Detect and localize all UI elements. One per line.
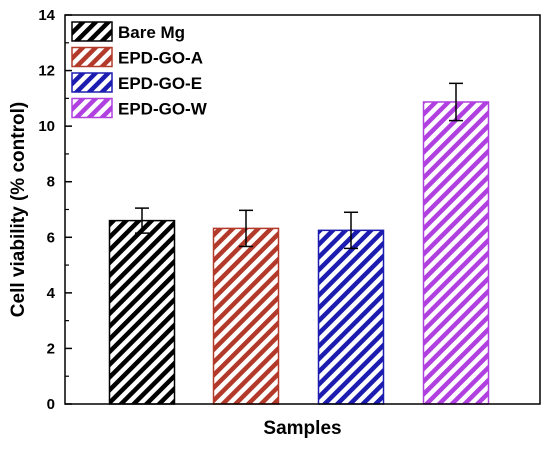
bar-bare-mg: [108, 219, 176, 405]
legend-label: EPD-GO-E: [118, 74, 202, 93]
y-tick-label: 6: [47, 229, 55, 246]
error-bar: [344, 211, 358, 250]
bars-layer: [108, 101, 490, 405]
legend-swatch: [71, 72, 113, 93]
error-bar: [449, 82, 463, 122]
legend-item: EPD-GO-A: [71, 46, 203, 68]
y-tick-label: 8: [47, 174, 55, 191]
y-tick-label: 12: [38, 63, 55, 80]
y-tick-label: 2: [47, 340, 55, 357]
legend-label: Bare Mg: [118, 23, 185, 42]
legend-item: EPD-GO-E: [71, 72, 202, 93]
bar-epd-go-w: [422, 101, 490, 405]
legend-label: EPD-GO-W: [118, 100, 208, 119]
y-tick-label: 14: [38, 7, 55, 24]
error-bar: [135, 207, 149, 234]
y-axis-title: Cell viability (% control): [8, 102, 29, 317]
legend-item: Bare Mg: [71, 21, 185, 42]
y-tick-label: 0: [47, 396, 55, 413]
legend: Bare Mg EPD-GO-A EPD-GO-E EPD-GO-W: [71, 21, 208, 119]
y-axis: 0 2 4 6 8 10 12 14: [38, 7, 72, 413]
bar-epd-go-e: [317, 229, 385, 405]
legend-swatch: [71, 46, 113, 68]
legend-swatch: [71, 97, 113, 119]
bar-epd-go-a: [212, 227, 280, 405]
y-tick-label: 10: [38, 118, 55, 135]
legend-label: EPD-GO-A: [118, 49, 203, 68]
legend-item: EPD-GO-W: [71, 97, 208, 119]
x-axis-title: Samples: [263, 418, 341, 439]
error-bar: [239, 209, 253, 248]
y-tick-label: 4: [47, 285, 56, 302]
legend-swatch: [71, 21, 113, 42]
error-bars-layer: [135, 82, 463, 250]
